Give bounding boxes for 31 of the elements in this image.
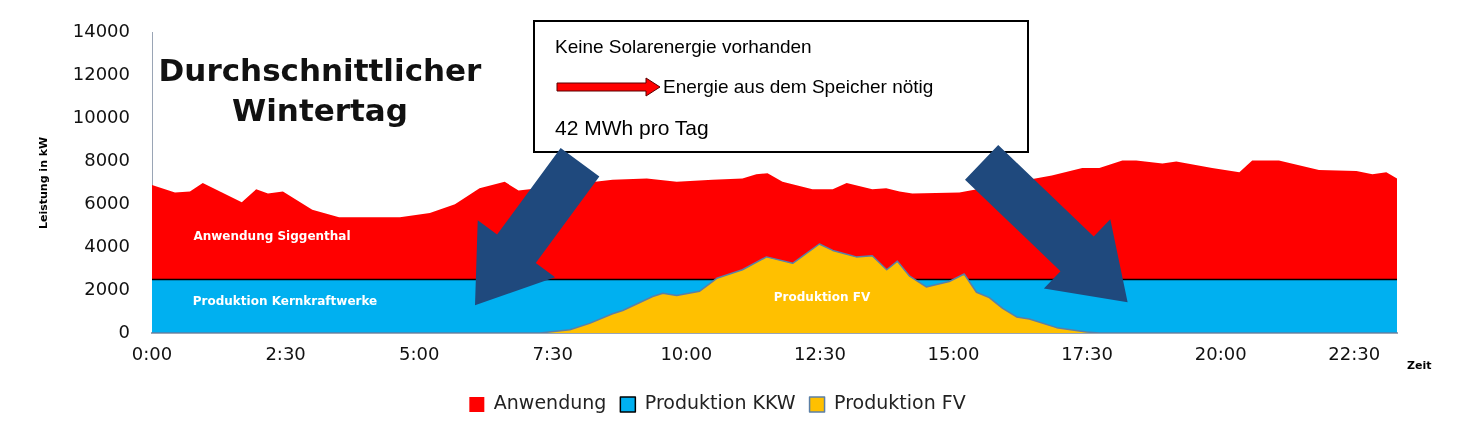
x-tick-label: 10:00 bbox=[660, 343, 713, 365]
x-tick-label: 12:30 bbox=[793, 343, 846, 365]
x-tick-label: 5:00 bbox=[398, 343, 440, 365]
legend-label: Produktion KKW bbox=[644, 391, 796, 414]
legend-label: Produktion FV bbox=[834, 391, 966, 414]
x-tick-label: 17:30 bbox=[1061, 343, 1114, 365]
y-tick-label: 12000 bbox=[72, 63, 130, 85]
y-tick-label: 6000 bbox=[84, 192, 130, 214]
text: Durchschnittlicher Wintertag bbox=[157, 51, 483, 130]
x-axis-title: Zeit bbox=[1407, 358, 1432, 372]
y-tick-label: 4000 bbox=[84, 234, 130, 256]
annotation: 42 MWh pro Tag bbox=[555, 116, 709, 140]
x-tick-label: 22:30 bbox=[1328, 343, 1381, 365]
x-tick-label: 7:30 bbox=[532, 343, 573, 365]
x-tick-label: 20:00 bbox=[1194, 343, 1247, 365]
x-tick-label: 0:00 bbox=[131, 343, 173, 365]
x-tick-label: 2:30 bbox=[265, 343, 306, 365]
annotation: Produktion Kernkraftwerke bbox=[192, 294, 378, 308]
annotation: Anwendung Siggenthal bbox=[193, 229, 351, 243]
y-tick-label: 10000 bbox=[72, 106, 130, 128]
legend-label: Anwendung bbox=[493, 391, 607, 414]
y-tick-label: 2000 bbox=[84, 277, 130, 299]
x-tick-label: 15:00 bbox=[927, 343, 980, 365]
annotation: Keine Solarenergie vorhanden bbox=[555, 36, 812, 58]
y-tick-label: 0 bbox=[118, 320, 130, 342]
y-tick-label: 14000 bbox=[72, 20, 130, 42]
y-tick-label: 8000 bbox=[84, 149, 130, 171]
callout-box: Keine Solarenergie vorhanden Energie aus dem Speicher nötig 42 MWh pro Tag bbox=[533, 20, 1029, 153]
y-axis-title: Leistung in kW bbox=[37, 136, 51, 230]
annotation: Produktion FV bbox=[773, 290, 871, 304]
annotation: Energie aus dem Speicher nötig bbox=[663, 76, 934, 98]
